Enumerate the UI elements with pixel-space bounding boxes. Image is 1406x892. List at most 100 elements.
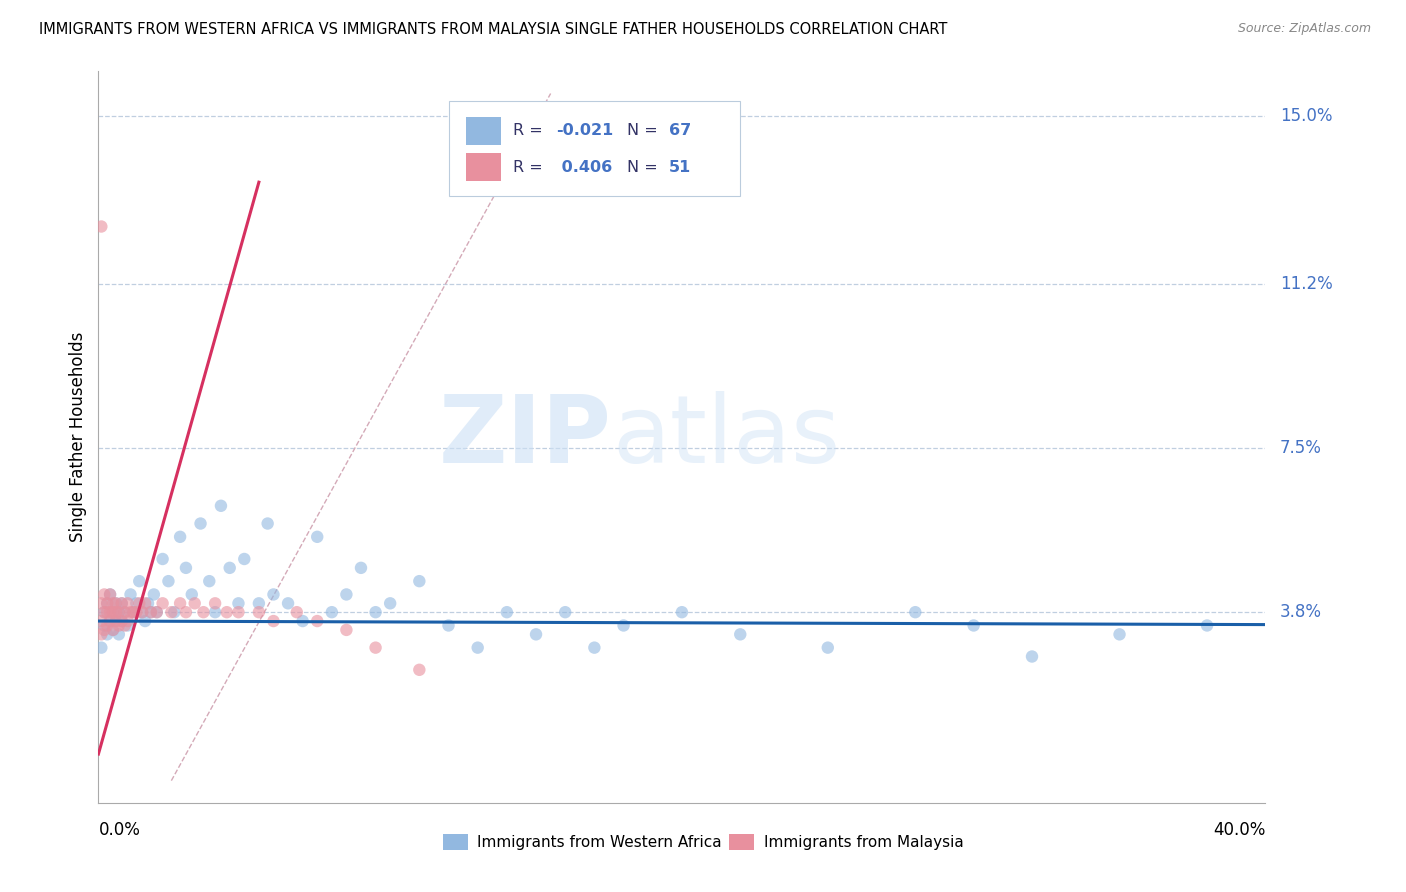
Point — [277, 596, 299, 610]
Point — [96, 596, 118, 610]
Point — [101, 623, 124, 637]
Point — [962, 618, 984, 632]
Point — [136, 596, 159, 610]
Text: Immigrants from Western Africa: Immigrants from Western Africa — [477, 835, 721, 850]
Text: IMMIGRANTS FROM WESTERN AFRICA VS IMMIGRANTS FROM MALAYSIA SINGLE FATHER HOUSEHO: IMMIGRANTS FROM WESTERN AFRICA VS IMMIGR… — [39, 22, 948, 37]
Point — [380, 596, 402, 610]
Point — [146, 605, 169, 619]
Point — [364, 640, 387, 655]
Point — [256, 516, 278, 531]
Point — [131, 605, 153, 619]
Point — [114, 618, 136, 632]
Point — [157, 574, 180, 589]
Text: 0.406: 0.406 — [555, 160, 612, 175]
Point — [104, 614, 127, 628]
Text: 7.5%: 7.5% — [1279, 439, 1322, 458]
Text: -0.021: -0.021 — [555, 123, 613, 138]
Point — [93, 623, 115, 637]
Point — [108, 618, 131, 632]
Text: R =: R = — [513, 123, 547, 138]
Point — [190, 516, 212, 531]
Point — [104, 614, 127, 628]
Point — [307, 530, 329, 544]
Point — [335, 587, 357, 601]
Point — [90, 627, 112, 641]
Bar — [728, 834, 754, 850]
Point — [307, 614, 329, 628]
Y-axis label: Single Father Households: Single Father Households — [69, 332, 87, 542]
Point — [139, 605, 162, 619]
Point — [285, 605, 308, 619]
Point — [496, 605, 519, 619]
Point — [117, 596, 139, 610]
Point — [125, 596, 148, 610]
Point — [122, 605, 145, 619]
Point — [218, 561, 240, 575]
Point — [163, 605, 186, 619]
Text: 11.2%: 11.2% — [1279, 275, 1333, 293]
Point — [321, 605, 343, 619]
Point — [93, 605, 115, 619]
Point — [111, 614, 134, 628]
Point — [120, 587, 142, 601]
Point — [104, 605, 127, 619]
Point — [96, 605, 118, 619]
Text: 40.0%: 40.0% — [1213, 821, 1265, 838]
Point — [134, 614, 156, 628]
Text: 15.0%: 15.0% — [1279, 107, 1333, 125]
Bar — [465, 153, 501, 181]
Point — [180, 587, 202, 601]
Point — [174, 605, 197, 619]
Point — [111, 614, 134, 628]
Point — [671, 605, 693, 619]
Point — [117, 618, 139, 632]
Point — [104, 596, 127, 610]
Point — [408, 574, 430, 589]
Point — [96, 627, 118, 641]
Point — [152, 596, 174, 610]
Point — [408, 663, 430, 677]
Point — [101, 623, 124, 637]
Point — [437, 618, 460, 632]
Text: N =: N = — [627, 123, 664, 138]
Point — [90, 640, 112, 655]
Point — [90, 219, 112, 234]
Point — [1108, 627, 1130, 641]
Point — [204, 605, 226, 619]
Point — [90, 614, 112, 628]
Text: atlas: atlas — [612, 391, 841, 483]
Point — [90, 596, 112, 610]
Point — [96, 618, 118, 632]
Point — [183, 596, 205, 610]
Point — [139, 605, 162, 619]
Point — [101, 605, 124, 619]
Point — [209, 499, 232, 513]
Point — [160, 605, 183, 619]
Point — [228, 596, 250, 610]
Point — [93, 587, 115, 601]
Point — [101, 605, 124, 619]
Point — [108, 605, 131, 619]
Text: 3.8%: 3.8% — [1279, 603, 1322, 621]
Point — [262, 587, 284, 601]
Point — [335, 623, 357, 637]
Text: R =: R = — [513, 160, 547, 175]
Point — [128, 574, 150, 589]
Point — [193, 605, 215, 619]
Bar — [443, 834, 468, 850]
Point — [134, 596, 156, 610]
Point — [291, 614, 314, 628]
Text: 67: 67 — [669, 123, 692, 138]
Point — [98, 614, 121, 628]
Point — [146, 605, 169, 619]
Point — [108, 627, 131, 641]
Point — [817, 640, 839, 655]
Point — [174, 561, 197, 575]
Text: 0.0%: 0.0% — [98, 821, 141, 838]
Point — [467, 640, 489, 655]
Point — [1021, 649, 1043, 664]
Point — [111, 596, 134, 610]
Point — [128, 596, 150, 610]
Point — [98, 587, 121, 601]
Point — [101, 596, 124, 610]
